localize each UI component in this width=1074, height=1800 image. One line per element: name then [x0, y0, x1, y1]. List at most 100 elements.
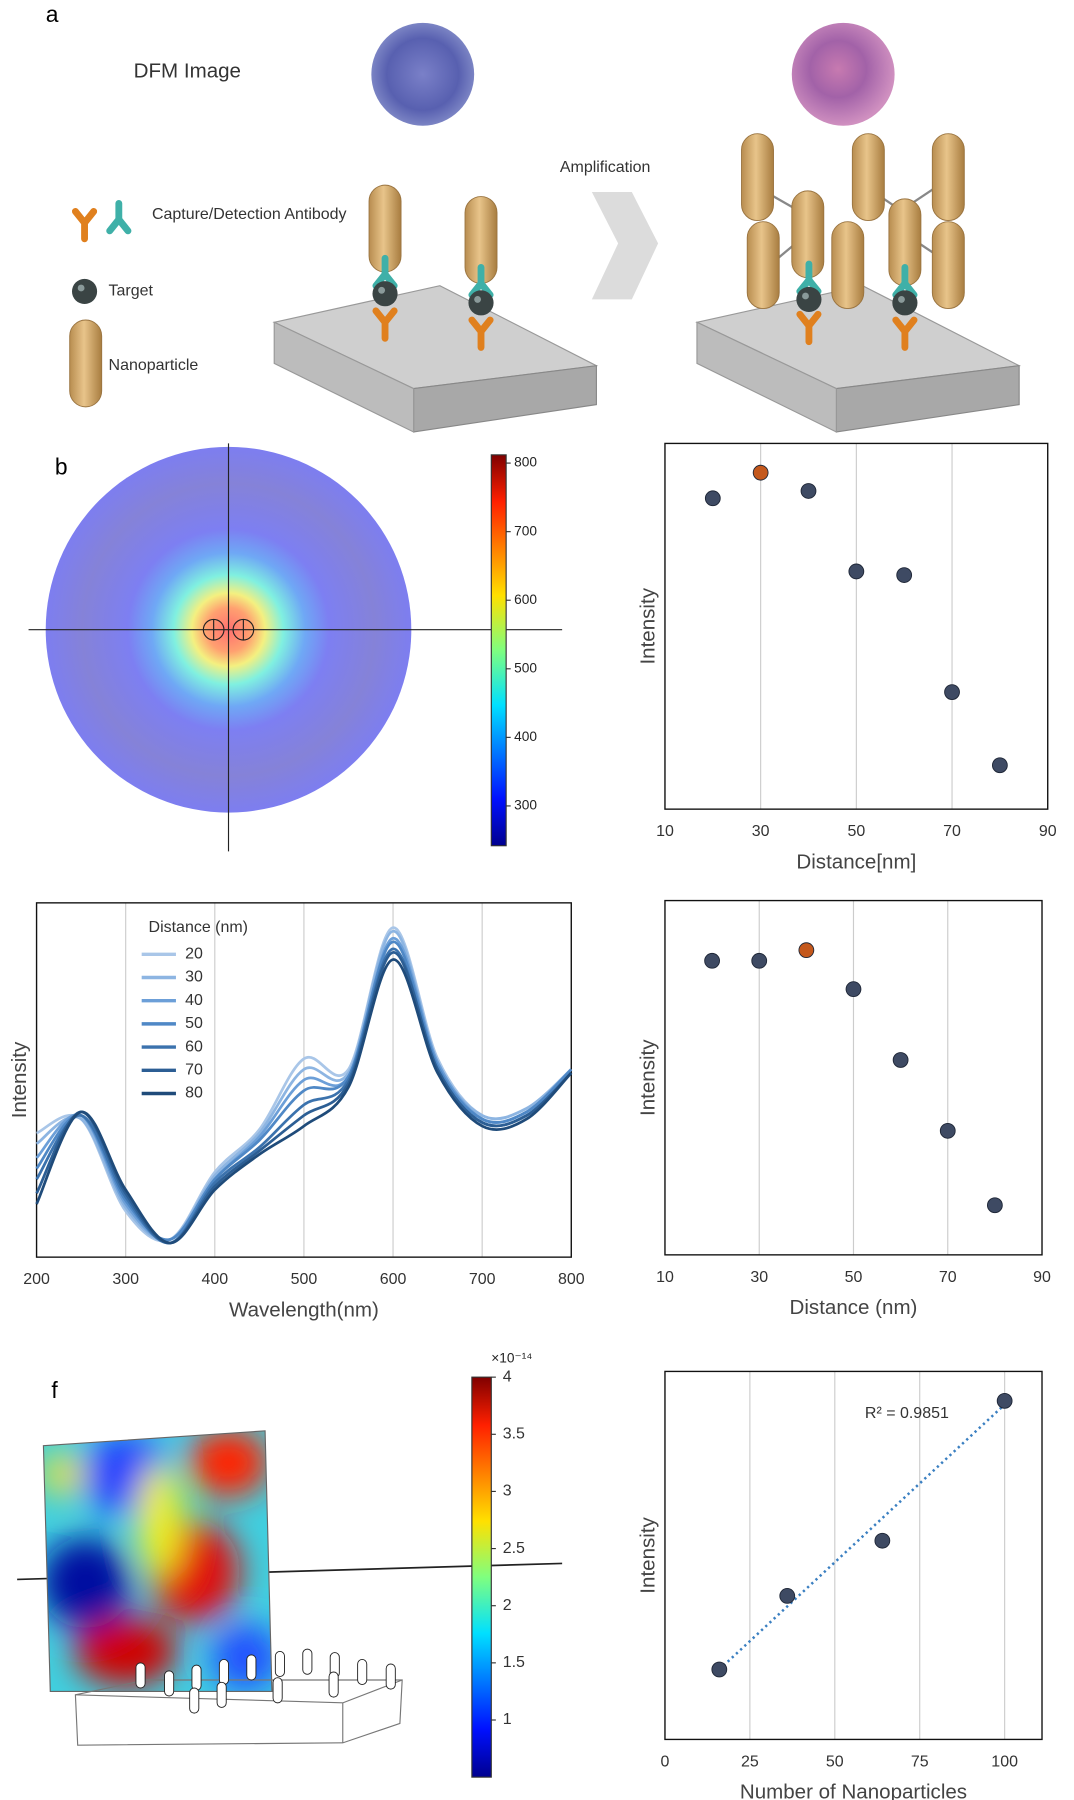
colorbar-tick-label: 3: [503, 1483, 512, 1500]
y-axis-label: Intensity: [8, 1041, 31, 1118]
plot-border: [664, 1370, 1043, 1741]
colorbar: [490, 454, 507, 847]
x-tick-label: 30: [750, 1269, 768, 1286]
colorbar-tick-label: 3.5: [503, 1426, 525, 1443]
plot-border: [664, 442, 1049, 810]
point: [939, 1122, 956, 1139]
point: [752, 464, 769, 481]
x-tick-label: 600: [380, 1271, 407, 1288]
colorbar-tick-label: 800: [514, 455, 537, 470]
legend-label: 50: [185, 1015, 203, 1032]
point: [944, 684, 960, 700]
panel-label: b: [55, 454, 68, 480]
point: [779, 1588, 796, 1604]
x-tick-label: 700: [469, 1271, 496, 1288]
plot-border: [664, 899, 1043, 1256]
x-tick-label: 100: [991, 1754, 1018, 1771]
point: [704, 952, 720, 969]
colorbar: [471, 1376, 492, 1778]
legend-label: Capture/Detection Antibody: [152, 206, 347, 223]
panel-label: f: [51, 1377, 58, 1403]
x-tick-label: 90: [1039, 823, 1057, 840]
legend-label: 70: [185, 1062, 203, 1079]
point: [986, 1197, 1003, 1214]
legend-label: 20: [185, 946, 203, 963]
annotation: R² = 0.9851: [865, 1405, 949, 1422]
legend-label: Target: [109, 283, 154, 300]
colorbar-tick-label: 2.5: [503, 1540, 525, 1557]
y-axis-label: Intensity: [636, 1516, 659, 1593]
point: [848, 563, 865, 580]
colorbar-tick-label: 2: [503, 1597, 512, 1614]
legend-label: 80: [185, 1085, 203, 1102]
legend-label: 30: [185, 969, 203, 986]
line: [35, 958, 573, 1245]
point: [704, 490, 721, 507]
legend-label: Nanoparticle: [109, 357, 199, 374]
trendline: [718, 1403, 1006, 1671]
y-axis-label: Intensity: [636, 587, 659, 664]
colorbar-tick-label: 1.5: [503, 1654, 525, 1671]
arrow: [591, 192, 659, 300]
colorbar-tick-label: 300: [514, 798, 537, 813]
x-tick-label: 300: [112, 1271, 139, 1288]
x-tick-label: 50: [845, 1269, 863, 1286]
x-tick-label: 10: [656, 1269, 674, 1286]
line: [35, 929, 573, 1242]
legend-label: 40: [185, 992, 203, 1009]
colorbar-tick-label: 500: [514, 660, 537, 675]
field-3d: [17, 1430, 563, 1746]
legend-icons: [69, 203, 128, 408]
x-axis-label: Distance (nm): [790, 1296, 918, 1319]
x-tick-label: 200: [23, 1271, 50, 1288]
x-axis-label: Number of Nanoparticles: [740, 1781, 967, 1800]
x-tick-label: 400: [201, 1271, 228, 1288]
x-tick-label: 800: [558, 1271, 585, 1288]
colorbar-tick-label: 700: [514, 523, 537, 538]
point: [711, 1661, 728, 1678]
point: [896, 567, 913, 583]
point: [798, 942, 815, 959]
legend-title: Distance (nm): [149, 919, 248, 936]
x-tick-label: 10: [656, 823, 674, 840]
colorbar-tick-label: 4: [503, 1368, 512, 1385]
colorbar-scale: ×10⁻¹⁴: [491, 1350, 532, 1365]
colorbar-tick-label: 600: [514, 592, 537, 607]
point: [845, 981, 862, 998]
point: [996, 1392, 1013, 1409]
diagram-a: DFM Image Amplification Capture/Detectio…: [69, 22, 1022, 433]
colorbar-tick-label: 1: [503, 1711, 512, 1728]
colorbar-tick-label: 400: [514, 729, 537, 744]
assembly: [368, 133, 965, 348]
plot-frame: [664, 1371, 1043, 1740]
point: [800, 483, 817, 499]
x-tick-label: 500: [291, 1271, 318, 1288]
x-tick-label: 70: [939, 1269, 957, 1286]
dfm-image: [371, 22, 475, 126]
plot-border: [35, 902, 572, 1258]
x-tick-label: 90: [1033, 1269, 1051, 1286]
x-tick-label: 50: [826, 1754, 844, 1771]
line: [35, 951, 573, 1245]
dfm-label: DFM Image: [134, 59, 241, 82]
x-tick-label: 30: [752, 823, 770, 840]
point: [751, 952, 768, 969]
substrate: [695, 285, 1022, 433]
x-tick-label: 0: [661, 1754, 670, 1771]
point: [892, 1052, 909, 1068]
x-tick-label: 50: [847, 823, 865, 840]
x-tick-label: 75: [911, 1754, 929, 1771]
field-map: [28, 443, 563, 852]
line: [35, 940, 573, 1242]
panel-label: a: [46, 1, 59, 27]
dfm-image: [791, 22, 895, 126]
amplification-label: Amplification: [560, 159, 651, 176]
y-axis-label: Intensity: [636, 1039, 659, 1116]
x-tick-label: 25: [741, 1754, 759, 1771]
legend-label: 60: [185, 1038, 203, 1055]
x-tick-label: 70: [943, 823, 961, 840]
substrate: [272, 285, 599, 433]
point: [874, 1532, 891, 1549]
